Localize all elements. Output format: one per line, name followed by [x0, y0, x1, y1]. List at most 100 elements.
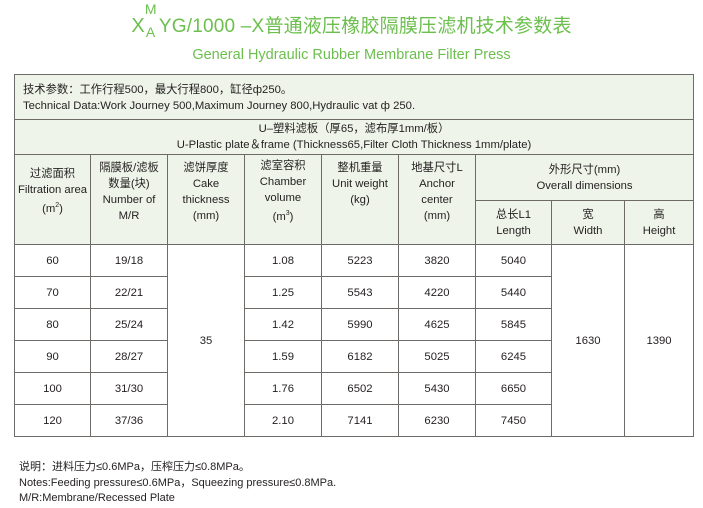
cell-area: 70	[14, 276, 91, 309]
cell-weight: 6182	[321, 340, 399, 373]
cell-length: 6650	[475, 372, 552, 405]
col-header-cake-thickness: 滤饼厚度 Cake thickness (mm)	[167, 154, 245, 245]
col-header-height: 高 Height	[623, 200, 695, 245]
cell-length: 7450	[475, 404, 552, 437]
notes-en: Notes:Feeding pressure≤0.6MPa，Squeezing …	[19, 476, 337, 489]
unit: (m2)	[42, 202, 63, 215]
cell-plates: 25/24	[90, 308, 168, 341]
label-en2: center	[421, 193, 453, 206]
cell-plates: 28/27	[90, 340, 168, 373]
label-en: Height	[642, 224, 676, 237]
cell-width: 1630	[551, 244, 625, 437]
unit: (mm)	[192, 209, 220, 222]
cell-weight: 5223	[321, 244, 399, 277]
notes: 说明：进料压力≤0.6MPa，压榨压力≤0.8MPa。 Notes:Feedin…	[19, 460, 336, 507]
cell-chamber: 1.25	[244, 276, 322, 309]
technical-data-cn: 技术参数：工作行程500，最大行程800，缸径ф250。	[23, 84, 293, 96]
label-en1: Anchor	[419, 177, 455, 190]
model-sup: M	[144, 1, 157, 17]
cell-weight: 5990	[321, 308, 399, 341]
cell-chamber: 1.42	[244, 308, 322, 341]
table-row: 120 37/36 2.10 7141 6230 7450	[14, 404, 694, 437]
table-row: 90 28/27 1.59 6182 5025 6245	[14, 340, 694, 373]
notes-cn: 说明：进料压力≤0.6MPa，压榨压力≤0.8MPa。	[19, 461, 250, 473]
cell-area: 60	[14, 244, 91, 277]
label-cn: 滤饼厚度	[183, 161, 229, 174]
cell-weight: 5543	[321, 276, 399, 309]
cell-chamber: 1.76	[244, 372, 322, 405]
label-en2: M/R	[118, 209, 140, 222]
cell-length: 5040	[475, 244, 552, 277]
cell-area: 120	[14, 404, 91, 437]
label-en: Length	[496, 224, 531, 237]
cell-weight: 6502	[321, 372, 399, 405]
label-en1: Cake	[192, 177, 220, 190]
unit: (kg)	[350, 193, 370, 206]
label-cn: 外形尺寸(mm)	[548, 163, 621, 176]
label-cn: 整机重量	[337, 161, 383, 174]
col-header-chamber-volume: 滤室容积 Chamber volume (m3)	[244, 154, 322, 245]
cell-length: 5440	[475, 276, 552, 309]
cell-anchor: 6230	[398, 404, 476, 437]
model-prefix: X	[131, 15, 145, 37]
label-en: Width	[573, 224, 603, 237]
label-en1: Number of	[102, 193, 156, 206]
page-title-en: General Hydraulic Rubber Membrane Filter…	[192, 47, 511, 63]
unit: (mm)	[423, 209, 451, 222]
label-en2: thickness	[182, 193, 230, 206]
technical-data-cell: 技术参数：工作行程500，最大行程800，缸径ф250。 Technical D…	[13, 74, 695, 120]
cell-area: 100	[14, 372, 91, 405]
plate-info-row: U–塑料滤板（厚65，滤布厚1mm/板） U-Plastic plate＆fra…	[13, 119, 695, 155]
plate-info-cn: U–塑料滤板（厚65，滤布厚1mm/板）	[258, 123, 450, 135]
label-cn: 总长L1	[495, 208, 532, 221]
col-header-overall-dimensions: 外形尺寸(mm) Overall dimensions	[474, 154, 695, 201]
cell-chamber: 1.08	[244, 244, 322, 277]
technical-data-row: 技术参数：工作行程500，最大行程800，缸径ф250。 Technical D…	[13, 74, 695, 120]
col-header-width: 宽 Width	[551, 200, 625, 245]
cell-plates: 22/21	[90, 276, 168, 309]
label-en: Filtration area	[17, 184, 88, 197]
cell-anchor: 5430	[398, 372, 476, 405]
cell-plates: 37/36	[90, 404, 168, 437]
label-cn: 高	[653, 208, 665, 221]
cell-height: 1390	[623, 244, 695, 437]
model-name: YG/1000 –X	[158, 16, 265, 37]
technical-data-en: Technical Data:Work Journey 500,Maximum …	[23, 100, 416, 112]
col-header-plates: 隔膜板/滤板 数量(块) Number of M/R	[90, 154, 168, 245]
cell-area: 80	[14, 308, 91, 341]
unit: (m3)	[272, 210, 294, 223]
plate-info-en: U-Plastic plate＆frame (Thickness65,Filte…	[176, 139, 532, 151]
label-cn2: 数量(块)	[108, 177, 150, 190]
cell-anchor: 4220	[398, 276, 476, 309]
label-cn: 地基尺寸L	[411, 161, 463, 174]
label-cn: 隔膜板/滤板	[99, 161, 159, 174]
cell-length: 5845	[475, 308, 552, 341]
column-header-row-2: 总长L1 Length 宽 Width 高 Height	[15, 200, 695, 245]
cell-anchor: 3820	[398, 244, 476, 277]
col-header-unit-weight: 整机重量 Unit weight (kg)	[321, 154, 399, 245]
cell-anchor: 4625	[398, 308, 476, 341]
page-title-cn: X M A YG/1000 –X普通液压橡胶隔膜压滤机技术参数表	[0, 1, 703, 40]
col-header-anchor-center: 地基尺寸L Anchor center (mm)	[398, 154, 476, 245]
table-row: 100 31/30 1.76 6502 5430 6650	[14, 372, 694, 405]
label-cn: 宽	[582, 208, 594, 221]
cell-cake-thickness: 35	[167, 244, 245, 437]
label-en: Overall dimensions	[536, 179, 633, 192]
cell-chamber: 1.59	[244, 340, 322, 373]
col-header-length: 总长L1 Length	[475, 200, 552, 245]
label-en: Unit weight	[332, 177, 388, 190]
label-cn: 滤室容积	[260, 160, 306, 173]
table-row: 60 19/18 35 1.08 5223 3820 5040 1630 139…	[14, 244, 695, 437]
notes-abbr: M/R:Membrane/Recessed Plate	[19, 492, 175, 504]
label-cn: 过滤面积	[29, 168, 76, 181]
label-en1: Chamber	[259, 176, 307, 189]
cell-plates: 31/30	[90, 372, 168, 405]
cell-plates: 19/18	[90, 244, 168, 277]
column-header-row-1: 过滤面积 Filtration area (m2) 隔膜板/滤板 数量(块) N…	[14, 154, 695, 245]
label-en2: volume	[264, 192, 302, 205]
plate-info-cell: U–塑料滤板（厚65，滤布厚1mm/板） U-Plastic plate＆fra…	[13, 119, 695, 155]
cell-area: 90	[14, 340, 91, 373]
cell-weight: 7141	[321, 404, 399, 437]
col-header-filtration-area: 过滤面积 Filtration area (m2)	[14, 154, 91, 245]
